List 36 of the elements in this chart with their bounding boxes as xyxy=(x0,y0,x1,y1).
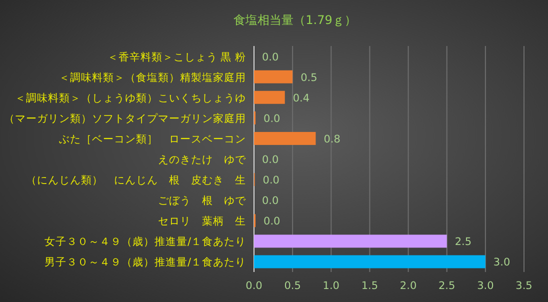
data-label: 0.0 xyxy=(262,195,279,208)
x-tick-label: 2.5 xyxy=(438,280,456,292)
data-label: 2.5 xyxy=(454,236,472,248)
data-label: 0.8 xyxy=(324,133,340,146)
chart-title: 食塩相当量（1.79ｇ） xyxy=(234,13,356,27)
data-label: 0.0 xyxy=(264,112,280,125)
bar xyxy=(254,255,486,268)
y-tick-label: （マーガリン類）ソフトタイプマーガリン家庭用 xyxy=(4,112,246,125)
x-tick-label: 0.0 xyxy=(246,280,262,292)
y-tick-label: えのきたけ ゆで xyxy=(158,154,247,166)
data-label: 0.0 xyxy=(262,154,279,166)
y-tick-label: （にんじん類） にんじん 根 皮むき 生 xyxy=(26,174,246,187)
data-label: 3.0 xyxy=(493,256,510,269)
y-tick-label: ＜調味料類＞（食塩類）精製塩家庭用 xyxy=(59,70,246,84)
data-label: 0.0 xyxy=(262,174,280,187)
y-tick-label: 女子３０～４９（歳）推進量/１食あたり xyxy=(44,235,246,248)
x-tick-label: 3.0 xyxy=(477,280,494,292)
data-label: 0.5 xyxy=(300,72,318,84)
y-tick-label: ぶた［ベーコン類］ ロースベーコン xyxy=(59,133,246,146)
y-tick-label: 男子３０～４９（歳）推進量/１食あたり xyxy=(44,256,246,269)
x-tick-label: 3.5 xyxy=(516,280,532,292)
bar xyxy=(254,132,316,145)
data-label: 0.0 xyxy=(264,216,280,228)
y-tick-label: ごぼう 根 ゆで xyxy=(158,195,247,208)
x-tick-label: 1.5 xyxy=(361,280,378,292)
bar xyxy=(254,234,447,248)
x-tick-label: 1.0 xyxy=(322,280,340,292)
x-tick-label: 0.5 xyxy=(284,280,301,292)
y-tick-label: ＜香辛料類＞こしょう 黒 粉 xyxy=(107,50,246,64)
bar xyxy=(254,90,285,104)
data-label: 0.4 xyxy=(292,92,310,104)
bar xyxy=(254,70,293,84)
y-tick-label: ＜調味料類＞（しょうゆ類）こいくちしょうゆ xyxy=(15,91,246,104)
data-label: 0.0 xyxy=(262,51,279,64)
x-tick-label: 2.0 xyxy=(400,280,417,292)
y-tick-label: セロリ 葉柄 生 xyxy=(158,214,246,228)
